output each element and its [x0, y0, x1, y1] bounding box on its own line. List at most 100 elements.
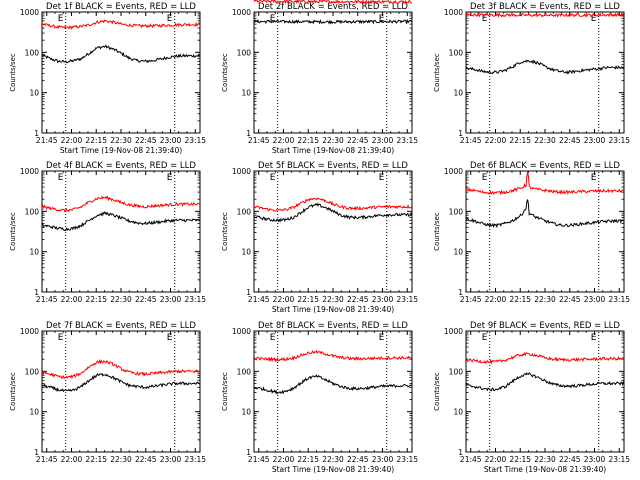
x-tick-label: 22:15	[297, 136, 319, 145]
y-tick-label: 1000	[444, 167, 463, 176]
x-tick-label: 21:45	[460, 136, 482, 145]
x-tick-label: 22:00	[273, 136, 295, 145]
y-tick-label: 1000	[20, 167, 39, 176]
y-tick-label: 10	[241, 89, 251, 98]
x-axis-label: Start Time (19-Nov-08 21:39:40)	[60, 146, 182, 155]
x-tick-label: 21:45	[248, 455, 270, 464]
x-tick-label: 22:45	[559, 455, 581, 464]
x-tick-label: 22:45	[135, 136, 157, 145]
x-tick-label: 23:00	[584, 295, 606, 304]
y-axis-label: Counts/sec	[433, 372, 441, 411]
x-tick-label: 23:15	[184, 295, 206, 304]
y-tick-label: 1	[34, 129, 39, 138]
panel-title: Det 7f BLACK = Events, RED = LLD	[46, 321, 196, 331]
x-axis-label: Start Time (19-Nov-08 21:39:40)	[272, 465, 394, 474]
x-tick-label: 22:15	[85, 455, 107, 464]
y-tick-label: 10	[29, 248, 39, 257]
y-tick-label: 1000	[232, 327, 251, 336]
x-tick-label: 21:45	[36, 455, 58, 464]
x-tick-label: 22:45	[135, 295, 157, 304]
series-line-lld	[253, 0, 413, 5]
x-tick-label: 23:00	[160, 455, 182, 464]
plot-frame	[465, 330, 625, 453]
x-tick-label: 23:15	[396, 455, 418, 464]
series-line-events	[253, 18, 413, 25]
x-tick-label: 21:45	[36, 136, 58, 145]
detector-panel-2: Det 2f BLACK = Events, RED = LLD 1 10 100 10…	[221, 0, 418, 155]
x-tick-label: 22:00	[485, 455, 507, 464]
event-marker-label: E	[591, 14, 597, 24]
x-tick-label: 22:30	[322, 136, 344, 145]
detector-panel-4: Det 4f BLACK = Events, RED = LLD 1 10 100 10…	[9, 161, 206, 304]
series-line-lld	[465, 351, 625, 365]
series-line-lld	[253, 197, 413, 212]
plot-frame	[253, 330, 413, 453]
series-line-events	[253, 202, 413, 223]
y-tick-label: 1	[246, 129, 251, 138]
y-tick-label: 10	[29, 408, 39, 417]
detector-panel-1: Det 1f BLACK = Events, RED = LLD 1 10 100 10…	[9, 2, 206, 155]
x-tick-label: 22:15	[297, 455, 319, 464]
event-marker-label: E	[167, 14, 173, 24]
y-tick-label: 1000	[232, 8, 251, 17]
detector-panel-3: Det 3f BLACK = Events, RED = LLD 1 10 100 10…	[433, 2, 630, 145]
event-marker-label: E	[58, 333, 64, 343]
x-tick-label: 22:00	[61, 136, 83, 145]
panel-title: Det 5f BLACK = Events, RED = LLD	[258, 161, 408, 171]
x-tick-label: 22:00	[273, 455, 295, 464]
x-tick-label: 23:15	[184, 136, 206, 145]
x-axis-label: Start Time (19-Nov-08 21:39:40)	[272, 146, 394, 155]
y-tick-label: 10	[453, 89, 463, 98]
plot-frame	[41, 11, 201, 134]
x-tick-label: 21:45	[460, 455, 482, 464]
x-tick-label: 22:00	[61, 455, 83, 464]
series-line-lld	[41, 19, 201, 30]
y-tick-label: 1	[246, 288, 251, 297]
x-tick-label: 22:45	[559, 136, 581, 145]
x-tick-label: 22:15	[509, 136, 531, 145]
plot-frame	[253, 170, 413, 293]
y-tick-label: 1000	[20, 8, 39, 17]
x-tick-label: 23:00	[372, 455, 394, 464]
x-tick-label: 22:30	[534, 295, 556, 304]
x-tick-label: 21:45	[248, 136, 270, 145]
series-line-lld	[253, 349, 413, 363]
x-tick-label: 22:15	[297, 295, 319, 304]
y-tick-label: 1	[458, 129, 463, 138]
x-axis-label: Start Time (19-Nov-08 21:39:40)	[272, 305, 394, 314]
x-tick-label: 22:45	[135, 455, 157, 464]
series-line-lld	[41, 195, 201, 213]
series-line-events	[253, 374, 413, 395]
y-tick-label: 1000	[444, 327, 463, 336]
series-line-events	[465, 59, 625, 75]
y-axis-label: Counts/sec	[433, 53, 441, 92]
x-tick-label: 22:30	[110, 295, 132, 304]
x-tick-label: 23:00	[372, 295, 394, 304]
x-tick-label: 22:30	[534, 455, 556, 464]
x-tick-label: 21:45	[248, 295, 270, 304]
x-tick-label: 22:30	[322, 295, 344, 304]
y-tick-label: 100	[237, 207, 252, 216]
x-tick-label: 22:00	[485, 136, 507, 145]
y-tick-label: 10	[453, 248, 463, 257]
x-tick-label: 22:15	[509, 295, 531, 304]
event-marker-label: E	[58, 173, 64, 183]
panel-title: Det 9f BLACK = Events, RED = LLD	[470, 321, 620, 331]
x-tick-label: 23:15	[608, 295, 630, 304]
x-tick-label: 22:15	[509, 455, 531, 464]
detector-panel-7: Det 7f BLACK = Events, RED = LLD 1 10 100 10…	[9, 321, 206, 464]
x-tick-label: 23:15	[396, 295, 418, 304]
x-tick-label: 22:30	[534, 136, 556, 145]
y-tick-label: 100	[237, 367, 252, 376]
y-tick-label: 10	[241, 408, 251, 417]
detector-panel-8: Det 8f BLACK = Events, RED = LLD 1 10 100 10…	[221, 321, 418, 474]
y-tick-label: 100	[449, 207, 464, 216]
y-axis-label: Counts/sec	[9, 372, 17, 411]
x-tick-label: 23:00	[160, 295, 182, 304]
event-marker-label: E	[270, 333, 276, 343]
x-tick-label: 23:15	[608, 136, 630, 145]
y-axis-label: Counts/sec	[221, 212, 229, 251]
x-tick-label: 22:30	[110, 455, 132, 464]
event-marker-label: E	[379, 173, 385, 183]
